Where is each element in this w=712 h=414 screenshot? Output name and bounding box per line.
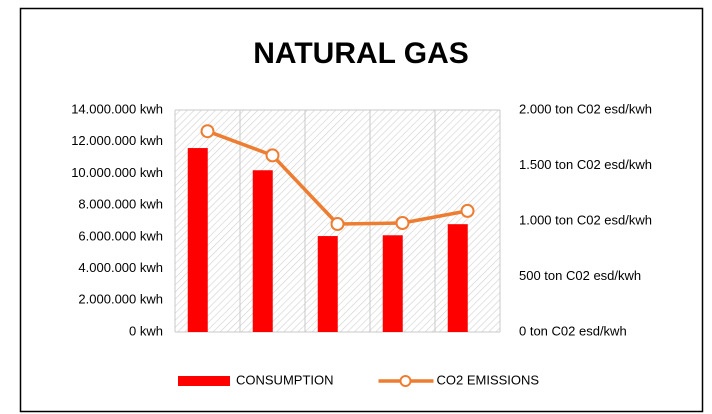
bar [187, 148, 208, 332]
line-marker [395, 215, 410, 230]
line-marker [460, 203, 475, 218]
legend-label: CONSUMPTION [236, 372, 334, 387]
line-marker [265, 148, 280, 163]
y-tick-label: 2.000.000 kwh [78, 292, 163, 307]
y-tick-label: 12.000.000 kwh [71, 133, 163, 148]
legend-swatch-marker [399, 375, 412, 387]
bar [317, 236, 338, 332]
legend-swatch [178, 376, 230, 386]
y2-tick-label: 500 ton C02 esd/kwh [519, 268, 641, 283]
y-tick-label: 10.000.000 kwh [71, 165, 163, 180]
bar [447, 224, 468, 332]
chart-title: NATURAL GAS [253, 37, 469, 70]
y2-tick-label: 2.000 ton C02 esd/kwh [519, 101, 652, 116]
y-tick-label: 6.000.000 kwh [78, 228, 163, 243]
legend-label: CO2 EMISSIONS [437, 372, 540, 387]
y-tick-label: 0 kwh [129, 323, 163, 338]
line-marker [200, 124, 215, 139]
y2-tick-label: 1.000 ton C02 esd/kwh [519, 212, 652, 227]
bar [382, 235, 403, 332]
bar [252, 170, 273, 332]
line-marker [330, 216, 345, 231]
y2-tick-label: 1.500 ton C02 esd/kwh [519, 157, 652, 172]
y-tick-label: 8.000.000 kwh [78, 197, 163, 212]
y2-tick-label: 0 ton C02 esd/kwh [519, 323, 627, 338]
y-tick-label: 14.000.000 kwh [71, 101, 163, 116]
y-tick-label: 4.000.000 kwh [78, 260, 163, 275]
